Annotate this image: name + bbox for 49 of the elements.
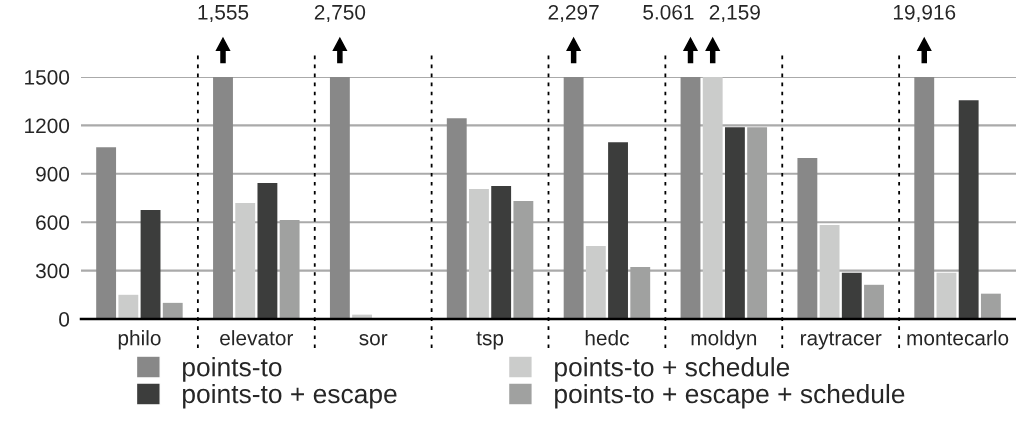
- bar: [491, 186, 512, 319]
- bar: [724, 127, 745, 319]
- text: 5.061: [643, 4, 694, 20]
- y-tick-label: 1200: [25, 118, 70, 134]
- bar: [797, 157, 818, 319]
- x-tick-label: philo: [118, 330, 161, 350]
- bar: [96, 147, 117, 319]
- y-tick-label: 0: [59, 312, 70, 327]
- bar: [446, 118, 467, 319]
- bar: [257, 183, 278, 319]
- bar: [702, 77, 723, 319]
- x-tick-label: sor: [359, 334, 388, 346]
- x-tick-label: elevator: [220, 330, 294, 346]
- x-tick-label: moldyn: [691, 330, 757, 350]
- bar: [864, 284, 884, 319]
- bar: [841, 272, 862, 319]
- bar: [980, 293, 1001, 319]
- bar: [469, 188, 489, 319]
- bar: [608, 142, 628, 319]
- text: 2,750: [314, 4, 366, 23]
- legend-label: points-to + schedule: [555, 357, 790, 382]
- bar: [329, 77, 350, 319]
- y-tick-label: 300: [35, 263, 70, 279]
- x-tick-label: raytracer: [800, 331, 882, 350]
- legend-label: points-to: [183, 357, 282, 382]
- y-tick-label: 1500: [25, 70, 70, 85]
- bar: [235, 203, 256, 319]
- bar: [585, 245, 606, 319]
- text: 19,916: [893, 4, 956, 23]
- legend-label: points-to + escape + schedule: [555, 383, 905, 409]
- bar: [936, 272, 957, 319]
- text: 1,555: [198, 5, 249, 23]
- x-tick-label: montecarlo: [907, 330, 1009, 346]
- text: 2,297: [548, 4, 599, 23]
- bar: [819, 224, 840, 319]
- legend-label: points-to + escape: [183, 383, 397, 409]
- bar: [140, 210, 161, 319]
- bar: [563, 77, 584, 319]
- text: 2,159: [709, 4, 760, 23]
- y-tick-label: 900: [36, 166, 70, 182]
- x-tick-label: hedc: [585, 330, 629, 346]
- x-tick-label: tsp: [476, 331, 504, 350]
- bar: [118, 294, 139, 319]
- bar: [914, 77, 935, 319]
- y-tick-label: 600: [36, 215, 70, 230]
- bar: [213, 77, 233, 319]
- bar: [162, 302, 183, 319]
- bar: [680, 77, 701, 319]
- bar: [958, 100, 979, 319]
